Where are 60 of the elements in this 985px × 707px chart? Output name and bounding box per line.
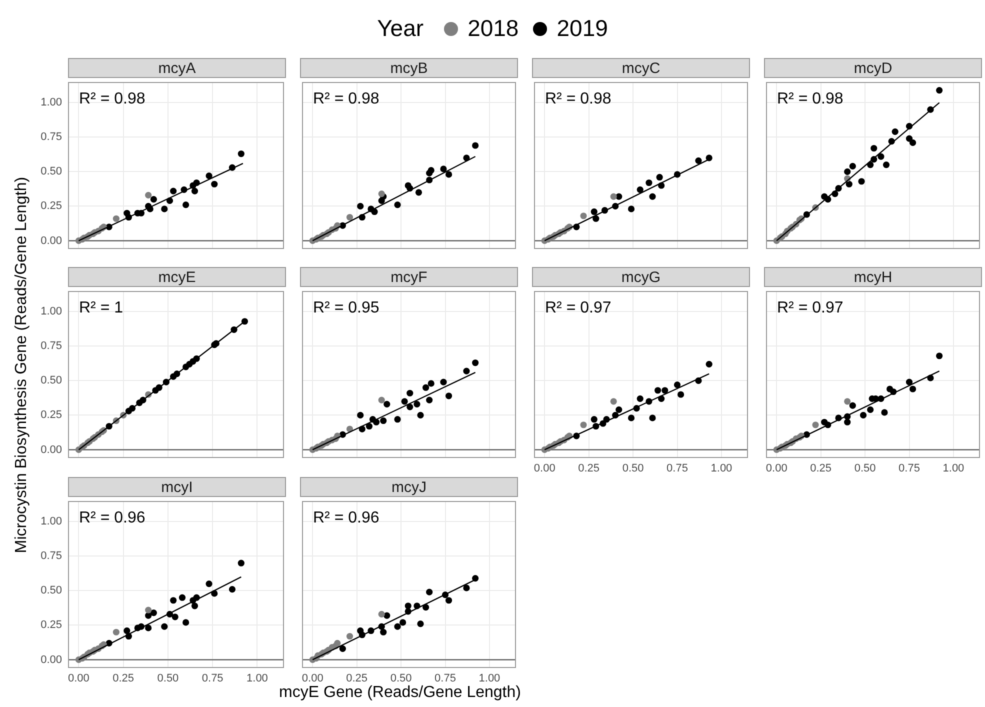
y-tick-label: 0.50 — [40, 584, 62, 597]
annotation: R² = 1 — [79, 299, 124, 316]
y-tick-label: 0.25 — [40, 619, 62, 632]
x-tick-label: 0.75 — [434, 672, 456, 685]
chart-title: mcyJ — [300, 477, 518, 497]
y-tick-label: 0.75 — [40, 131, 62, 144]
x-tick-label: 0.75 — [202, 672, 224, 685]
x-tick-label: 1.00 — [942, 462, 964, 475]
x-tick-label: 1.00 — [710, 462, 732, 475]
annotation: R² = 0.98 — [545, 90, 612, 108]
x-tick-label: 0.25 — [346, 672, 368, 685]
x-tick-label: 0.50 — [622, 462, 644, 475]
annotation: R² = 0.98 — [313, 90, 380, 108]
annotation: R² = 0.98 — [79, 90, 146, 108]
x-axis-title: mcyE Gene (Reads/Gene Length) — [279, 684, 521, 702]
x-tick-label: 0.00 — [302, 672, 324, 685]
x-tick-label: 0.00 — [534, 462, 556, 475]
chart-title: mcyH — [764, 267, 982, 287]
x-tick-label: 0.00 — [68, 672, 90, 685]
y-tick-label: 1.00 — [40, 516, 62, 528]
annotation: R² = 0.97 — [545, 299, 612, 316]
y-tick-label: 0.25 — [40, 409, 62, 422]
x-tick-label: 0.25 — [578, 462, 600, 475]
y-tick-label: 0.00 — [40, 234, 62, 247]
legend-title: Year — [377, 15, 424, 42]
x-tick-label: 0.75 — [666, 462, 688, 475]
y-tick-label: 0.00 — [40, 444, 62, 456]
y-tick-label: 1.00 — [40, 306, 62, 318]
chart-title: mcyD — [764, 58, 982, 78]
chart-title: mcyB — [300, 58, 518, 78]
x-tick-label: 0.00 — [766, 462, 788, 475]
y-tick-label: 0.50 — [40, 166, 62, 178]
chart-title: mcyC — [532, 58, 750, 78]
legend-label: 2018 — [468, 15, 519, 42]
y-tick-label: 0.00 — [40, 654, 62, 666]
chart-title: mcyA — [68, 58, 286, 78]
chart-title: mcyF — [300, 267, 518, 287]
annotation: R² = 0.95 — [313, 299, 380, 316]
x-tick-label: 0.75 — [898, 462, 920, 475]
y-tick-label: 0.75 — [40, 340, 62, 352]
annotation: R² = 0.97 — [777, 299, 844, 316]
x-tick-label: 0.50 — [390, 672, 412, 685]
x-tick-label: 0.25 — [810, 462, 832, 475]
x-tick-label: 1.00 — [246, 672, 268, 685]
annotation: R² = 0.96 — [79, 509, 146, 526]
x-tick-label: 0.50 — [157, 672, 179, 685]
chart-title: mcyI — [68, 477, 286, 497]
chart-title: mcyG — [532, 267, 750, 287]
y-axis-title: Microcystin Biosynthesis Gene (Reads/Gene Length) — [13, 176, 31, 554]
y-tick-label: 0.75 — [40, 550, 62, 562]
x-tick-label: 0.50 — [854, 462, 876, 475]
annotation: R² = 0.96 — [313, 509, 380, 526]
x-tick-label: 0.25 — [112, 672, 134, 685]
annotation: R² = 0.98 — [777, 90, 844, 108]
y-tick-label: 0.25 — [40, 200, 62, 212]
x-tick-label: 1.00 — [478, 672, 500, 685]
y-tick-label: 1.00 — [40, 96, 62, 109]
legend-label: 2019 — [556, 15, 608, 42]
y-tick-label: 0.50 — [40, 374, 62, 387]
chart-title: mcyE — [68, 267, 286, 287]
